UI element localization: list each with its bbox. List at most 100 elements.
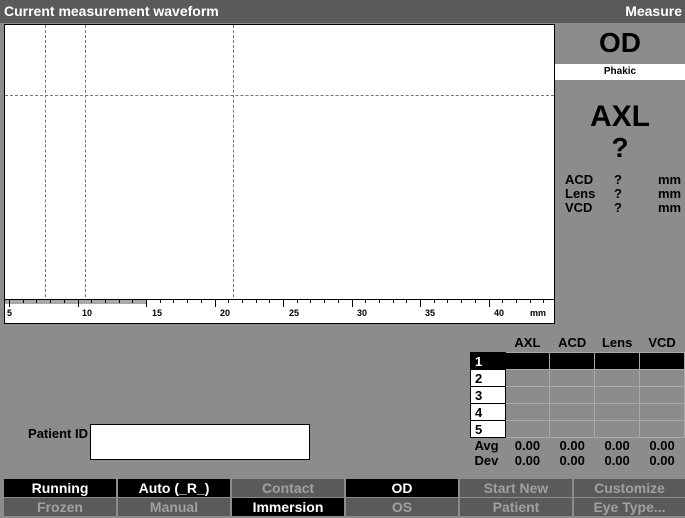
axis-tick [132, 299, 134, 303]
contact-button[interactable]: Contact [232, 479, 344, 497]
table-row[interactable]: 2 [470, 369, 685, 387]
table-row[interactable]: 1 [470, 352, 685, 370]
dev-label: Dev [474, 453, 499, 468]
axis-tick [173, 299, 175, 303]
patient-button[interactable]: Patient [460, 498, 572, 516]
axis-range-bar [5, 299, 147, 304]
axis-tick [543, 299, 545, 303]
axl-value: ? [611, 132, 629, 163]
dev-value: 0.00 [514, 453, 541, 468]
axis-tick [159, 299, 161, 303]
axis-tick [529, 299, 531, 303]
axis-tick-label: 40 [494, 308, 505, 318]
avg-label: Avg [474, 438, 499, 453]
acd-label: ACD [565, 172, 594, 187]
axis-tick [365, 299, 367, 303]
col-header: ACD [558, 334, 587, 350]
axis-tick-label: 15 [152, 308, 163, 318]
avg-value: 0.00 [649, 438, 675, 453]
axis-tick [77, 299, 79, 307]
acd-value: ? [614, 172, 622, 187]
table-row[interactable]: 5 [470, 420, 685, 438]
start-new-patient-button[interactable]: Start New [460, 479, 572, 497]
patient-id-field[interactable] [90, 424, 310, 460]
axis-tick [461, 299, 463, 303]
acd-unit: mm [658, 172, 682, 187]
eye-type-button[interactable]: Eye Type... [574, 498, 685, 516]
lens-type-label[interactable]: Phakic [555, 64, 685, 80]
table-row[interactable]: 4 [470, 403, 685, 421]
od-button[interactable]: OD [346, 479, 458, 497]
vcd-label: VCD [565, 200, 593, 215]
axis-tick-label: 25 [289, 308, 300, 318]
axis-tick [488, 299, 490, 307]
lens-value: ? [614, 186, 622, 201]
waveform-display: 5 10 15 20 25 30 35 40 mm [4, 24, 555, 324]
customize-eye-type-button[interactable]: Customize [574, 479, 685, 497]
frozen-button[interactable]: Frozen [4, 498, 116, 516]
lens-label: Lens [565, 186, 596, 201]
row-number: 2 [470, 369, 506, 387]
axis-tick [50, 299, 52, 303]
axis-tick [337, 299, 339, 303]
dev-value: 0.00 [604, 453, 630, 468]
axis-tick [433, 299, 435, 303]
results-table: AXL ACD Lens VCD 1 2 3 4 5 Avg 0.00 0.00… [470, 332, 685, 468]
axis-tick [118, 299, 120, 303]
axis-tick [104, 299, 106, 303]
avg-value: 0.00 [559, 438, 585, 453]
axis-tick [255, 299, 257, 303]
row-number: 3 [470, 386, 506, 404]
axis-tick [502, 299, 504, 303]
axis-tick [91, 299, 93, 303]
axis-tick [283, 299, 284, 307]
running-button[interactable]: Running [4, 479, 116, 497]
axis-tick [392, 299, 394, 303]
eye-label: OD [599, 27, 641, 58]
grid-line-horizontal [5, 95, 554, 96]
axis-tick [310, 299, 312, 303]
axis-tick [9, 299, 10, 307]
row-number: 4 [470, 403, 506, 421]
axis-tick [228, 299, 230, 303]
axis-tick [351, 299, 353, 307]
axis-tick [214, 299, 216, 307]
axis-tick-label: 10 [82, 308, 93, 318]
axis-tick-label: 5 [7, 308, 13, 318]
axis-unit: mm [530, 308, 547, 318]
distance-axis: 5 10 15 20 25 30 35 40 mm [5, 299, 554, 323]
axis-tick [420, 299, 421, 307]
dev-row: Dev 0.00 0.00 0.00 0.00 [471, 453, 685, 468]
axis-tick-label: 35 [425, 308, 436, 318]
axis-tick [63, 299, 65, 303]
col-header: VCD [648, 334, 676, 350]
grid-line-vertical [45, 25, 46, 297]
axis-tick [324, 299, 326, 303]
axis-tick [241, 299, 243, 303]
row-number: 1 [470, 352, 506, 370]
avg-value: 0.00 [604, 438, 630, 453]
axis-tick-label: 20 [220, 308, 231, 318]
axis-tick [447, 299, 449, 303]
col-header: AXL [514, 334, 541, 350]
axis-tick [22, 299, 24, 303]
axis-tick [406, 299, 408, 303]
lens-unit: mm [658, 186, 682, 201]
col-header: Lens [601, 334, 633, 350]
axis-tick [187, 299, 189, 303]
mode-label: Measure [625, 3, 682, 19]
axl-label: AXL [590, 100, 650, 133]
immersion-button[interactable]: Immersion [232, 498, 344, 516]
os-button[interactable]: OS [346, 498, 458, 516]
axis-tick [146, 299, 147, 307]
axis-tick [515, 299, 517, 303]
table-row[interactable]: 3 [470, 386, 685, 404]
avg-row: Avg 0.00 0.00 0.00 0.00 [471, 438, 685, 453]
axis-tick [269, 299, 271, 303]
patient-id-label: Patient ID [28, 426, 88, 441]
dev-value: 0.00 [649, 453, 675, 468]
vcd-value: ? [614, 200, 622, 215]
manual-button[interactable]: Manual [118, 498, 230, 516]
auto-button[interactable]: Auto (_R_) [118, 479, 230, 497]
dev-value: 0.00 [559, 453, 585, 468]
